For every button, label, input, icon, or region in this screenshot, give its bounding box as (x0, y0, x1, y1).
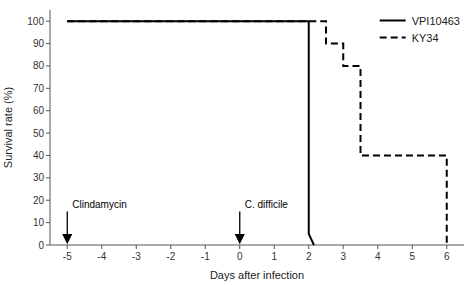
y-tick (46, 43, 50, 44)
x-tick (239, 245, 240, 249)
annotation-arrow (63, 211, 71, 242)
y-tick-label: 0 (38, 240, 44, 251)
x-tick (412, 245, 413, 249)
annotation-label: Clindamycin (72, 199, 126, 210)
x-tick-label: -2 (166, 251, 175, 262)
y-axis-label: Survival rate (%) (2, 87, 14, 168)
y-tick (46, 133, 50, 134)
y-tick-label: 100 (27, 16, 44, 27)
legend-swatch (380, 20, 406, 22)
chart: -5-4-3-2-101234560102030405060708090100D… (0, 0, 474, 285)
x-tick-label: -5 (63, 251, 72, 262)
y-axis-line (50, 10, 51, 245)
y-tick (46, 88, 50, 89)
y-tick (46, 110, 50, 111)
y-tick (46, 155, 50, 156)
x-tick (205, 245, 206, 249)
legend-swatch (380, 37, 406, 39)
series-line (67, 21, 314, 245)
plot-area (67, 21, 447, 245)
x-tick-label: -4 (97, 251, 106, 262)
y-tick-label: 10 (33, 217, 45, 228)
series-line (67, 21, 447, 245)
y-tick (46, 21, 50, 22)
y-tick-label: 20 (33, 195, 45, 206)
x-tick-label: 0 (237, 251, 243, 262)
x-tick (343, 245, 344, 249)
x-tick-label: -3 (132, 251, 141, 262)
y-tick-label: 60 (33, 105, 45, 116)
y-tick (46, 200, 50, 201)
x-axis-line (50, 245, 464, 246)
x-tick (274, 245, 275, 249)
x-tick-label: 5 (409, 251, 415, 262)
y-tick (46, 177, 50, 178)
y-tick-label: 90 (33, 38, 45, 49)
x-tick-label: 2 (306, 251, 312, 262)
x-tick (308, 245, 309, 249)
y-tick-label: 40 (33, 150, 45, 161)
x-tick-label: 4 (375, 251, 381, 262)
x-tick (170, 245, 171, 249)
annotation-label: C. difficile (245, 199, 289, 210)
x-tick (377, 245, 378, 249)
x-tick-label: 6 (444, 251, 450, 262)
y-tick (46, 245, 50, 246)
x-tick (446, 245, 447, 249)
x-tick (101, 245, 102, 249)
y-tick-label: 80 (33, 60, 45, 71)
x-tick (136, 245, 137, 249)
x-tick (67, 245, 68, 249)
legend: VPI10463 KY34 (380, 15, 460, 44)
x-axis-label: Days after infection (210, 269, 304, 281)
y-tick-label: 50 (33, 128, 45, 139)
y-tick (46, 222, 50, 223)
y-tick-label: 70 (33, 83, 45, 94)
x-tick-label: -1 (201, 251, 210, 262)
y-tick (46, 65, 50, 66)
x-tick-label: 1 (271, 251, 277, 262)
y-tick-label: 30 (33, 172, 45, 183)
x-tick-label: 3 (340, 251, 346, 262)
legend-label: VPI10463 (412, 15, 460, 27)
legend-label: KY34 (412, 32, 439, 44)
annotation-arrow (236, 211, 244, 242)
